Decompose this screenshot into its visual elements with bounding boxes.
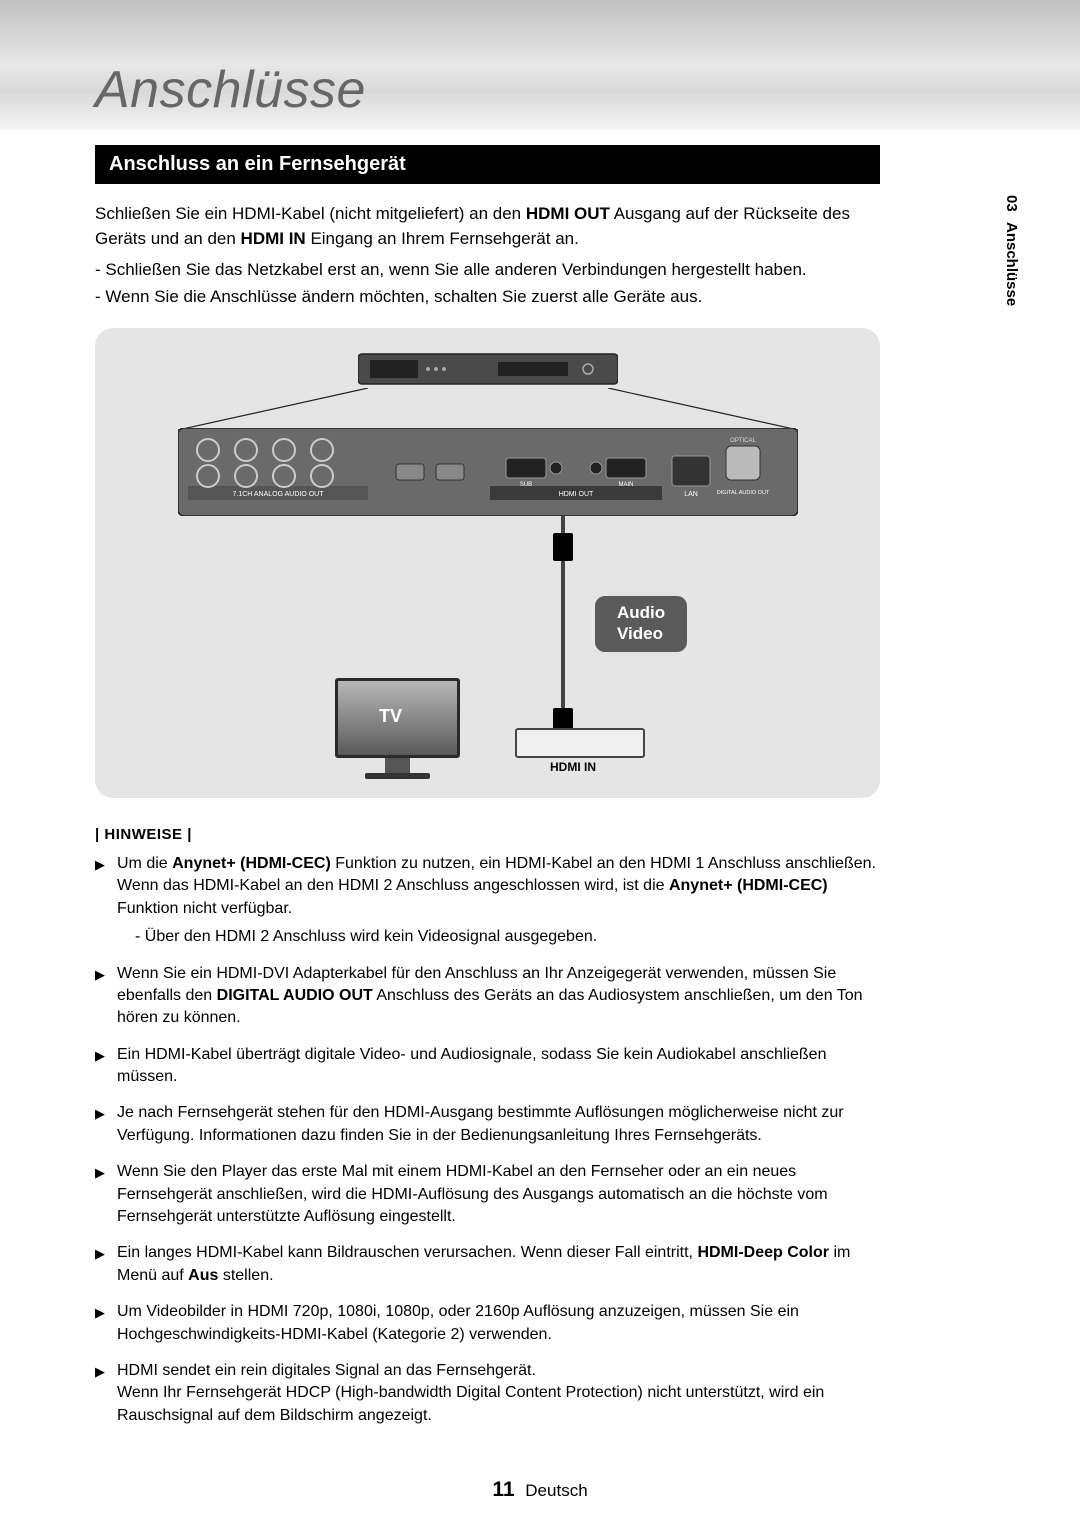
bullet-icon: ▶ <box>95 1161 109 1228</box>
bullet-icon: ▶ <box>95 1301 109 1346</box>
note-item: ▶ Um die Anynet+ (HDMI-CEC) Funktion zu … <box>95 853 880 949</box>
note-item: ▶ Wenn Sie den Player das erste Mal mit … <box>95 1161 880 1228</box>
notes-header: | HINWEISE | <box>95 826 880 843</box>
side-tab: 03 Anschlüsse <box>1003 195 1020 306</box>
note-item: ▶ Ein HDMI-Kabel überträgt digitale Vide… <box>95 1044 880 1089</box>
svg-text:HDMI OUT: HDMI OUT <box>558 491 593 498</box>
chapter-title: Anschlüsse <box>95 60 366 120</box>
callout-lines-icon <box>178 388 798 430</box>
hdmi-in-frame-icon <box>515 728 645 758</box>
svg-text:LAN: LAN <box>684 491 698 498</box>
connection-diagram: 7.1CH ANALOG AUDIO OUT HDMI OUT SUB MAIN… <box>95 328 880 798</box>
page-number: 11 <box>492 1478 514 1501</box>
bullet-icon: ▶ <box>95 1102 109 1147</box>
svg-text:7.1CH ANALOG AUDIO OUT: 7.1CH ANALOG AUDIO OUT <box>232 491 324 498</box>
bullet-icon: ▶ <box>95 1242 109 1287</box>
svg-text:MAIN: MAIN <box>618 482 633 488</box>
note-item: ▶ Je nach Fernsehgerät stehen für den HD… <box>95 1102 880 1147</box>
section-heading: Anschluss an ein Fernsehgerät <box>95 145 880 184</box>
note-item: ▶ Ein langes HDMI-Kabel kann Bildrausche… <box>95 1242 880 1287</box>
note-item: ▶ Um Videobilder in HDMI 720p, 1080i, 10… <box>95 1301 880 1346</box>
tv-label: TV <box>379 706 402 727</box>
bullet-icon: ▶ <box>95 853 109 949</box>
svg-text:OPTICAL: OPTICAL <box>730 438 756 444</box>
svg-text:SUB: SUB <box>519 482 531 488</box>
bullet-icon: ▶ <box>95 1044 109 1089</box>
bullet-icon: ▶ <box>95 1360 109 1427</box>
intro-paragraph: Schließen Sie ein HDMI-Kabel (nicht mitg… <box>95 202 880 251</box>
page-footer: 11 Deutsch <box>0 1478 1080 1502</box>
side-tab-text: Anschlüsse <box>1003 222 1020 306</box>
bullet-icon: ▶ <box>95 963 109 1030</box>
note-item: ▶ Wenn Sie ein HDMI-DVI Adapterkabel für… <box>95 963 880 1030</box>
page-content: Anschluss an ein Fernsehgerät Schließen … <box>95 145 880 1441</box>
note-item: ▶ HDMI sendet ein rein digitales Signal … <box>95 1360 880 1427</box>
dash-item: Wenn Sie die Anschlüsse ändern möchten, … <box>95 284 880 310</box>
notes-list: ▶ Um die Anynet+ (HDMI-CEC) Funktion zu … <box>95 853 880 1427</box>
hdmi-plug-top-icon <box>553 533 573 561</box>
svg-text:DIGITAL AUDIO OUT: DIGITAL AUDIO OUT <box>716 490 769 496</box>
page-lang: Deutsch <box>525 1481 587 1500</box>
note-sub-item: Über den HDMI 2 Anschluss wird kein Vide… <box>135 926 880 948</box>
side-tab-num: 03 <box>1003 195 1020 212</box>
hdmi-in-label: HDMI IN <box>550 760 596 774</box>
tv-base-icon <box>365 773 430 779</box>
audio-video-badge: Audio Video <box>595 596 687 653</box>
back-panel-icon: 7.1CH ANALOG AUDIO OUT HDMI OUT SUB MAIN… <box>178 428 798 516</box>
dash-item: Schließen Sie das Netzkabel erst an, wen… <box>95 257 880 283</box>
bluray-player-top-icon <box>358 348 618 392</box>
dash-list: Schließen Sie das Netzkabel erst an, wen… <box>95 257 880 310</box>
